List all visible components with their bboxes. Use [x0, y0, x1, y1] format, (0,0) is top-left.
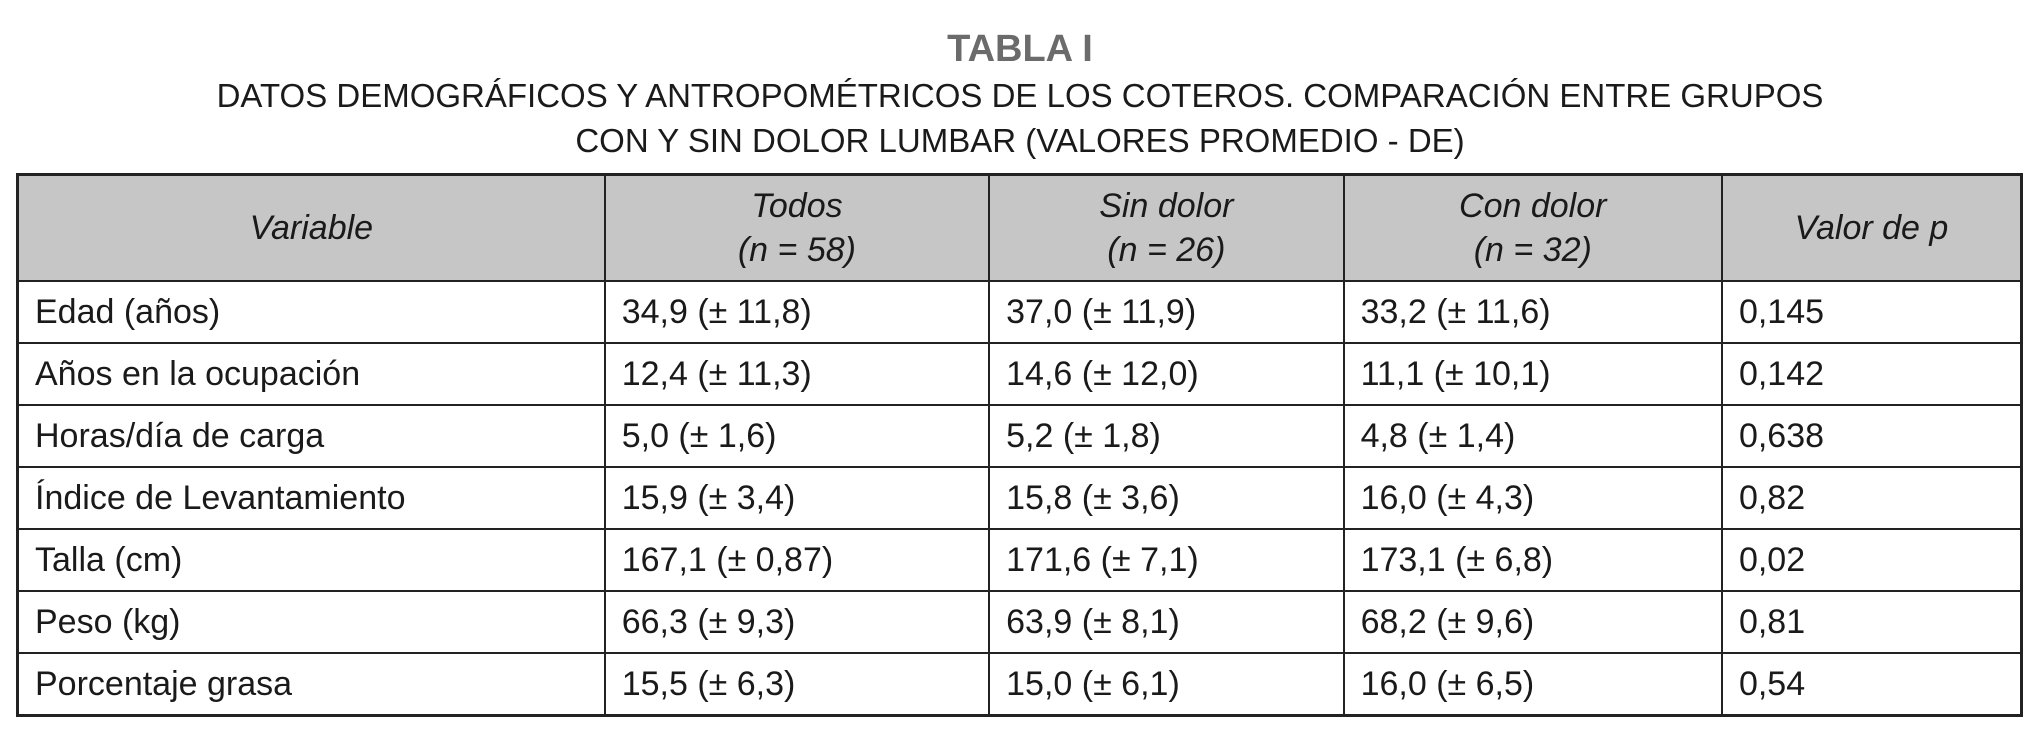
cell-sin-dolor: 63,9 (± 8,1) [988, 590, 1345, 654]
cell-valor-p: 0,81 [1720, 590, 2023, 654]
table-row: Talla (cm) 167,1 (± 0,87) 171,6 (± 7,1) 173… [16, 528, 2023, 592]
header-sin-dolor: Sin dolor (n = 26) [988, 173, 1345, 282]
cell-todos: 34,9 (± 11,8) [603, 280, 991, 344]
cell-valor-p: 0,54 [1720, 652, 2023, 717]
cell-con-dolor: 173,1 (± 6,8) [1342, 528, 1723, 592]
cell-sin-dolor: 37,0 (± 11,9) [988, 280, 1345, 344]
cell-valor-p: 0,142 [1720, 342, 2023, 406]
cell-variable: Edad (años) [16, 280, 606, 344]
header-row: Variable Todos (n = 58) Sin dolor (n = 26)… [16, 173, 2023, 282]
table-row: Porcentaje grasa 15,5 (± 6,3) 15,0 (± 6,1)… [16, 652, 2023, 717]
cell-valor-p: 0,82 [1720, 466, 2023, 530]
cell-valor-p: 0,02 [1720, 528, 2023, 592]
table-title: TABLA I [947, 28, 1093, 70]
cell-con-dolor: 16,0 (± 4,3) [1342, 466, 1723, 530]
header-label: Valor de p [1794, 209, 1949, 247]
header-n: (n = 58) [737, 231, 856, 269]
header-n: (n = 32) [1473, 231, 1592, 269]
cell-variable: Años en la ocupación [16, 342, 606, 406]
header-variable: Variable [16, 173, 606, 282]
cell-todos: 167,1 (± 0,87) [603, 528, 991, 592]
cell-todos: 15,5 (± 6,3) [603, 652, 991, 717]
cell-sin-dolor: 15,0 (± 6,1) [988, 652, 1345, 717]
header-todos: Todos (n = 58) [603, 173, 991, 282]
header-label: Con dolor [1459, 187, 1607, 225]
cell-todos: 66,3 (± 9,3) [603, 590, 991, 654]
table-row: Horas/día de carga 5,0 (± 1,6) 5,2 (± 1,8)… [16, 404, 2023, 468]
header-label: Variable [249, 209, 374, 247]
cell-con-dolor: 33,2 (± 11,6) [1342, 280, 1723, 344]
cell-valor-p: 0,145 [1720, 280, 2023, 344]
cell-todos: 15,9 (± 3,4) [603, 466, 991, 530]
header-label: Sin dolor [1099, 187, 1234, 225]
cell-sin-dolor: 14,6 (± 12,0) [988, 342, 1345, 406]
cell-variable: Porcentaje grasa [16, 652, 606, 717]
cell-con-dolor: 16,0 (± 6,5) [1342, 652, 1723, 717]
table-subtitle-line1: DATOS DEMOGRÁFICOS Y ANTROPOMÉTRICOS DE … [216, 77, 1824, 114]
cell-con-dolor: 4,8 (± 1,4) [1342, 404, 1723, 468]
cell-con-dolor: 68,2 (± 9,6) [1342, 590, 1723, 654]
table-row: Años en la ocupación 12,4 (± 11,3) 14,6 (±… [16, 342, 2023, 406]
cell-variable: Talla (cm) [16, 528, 606, 592]
header-con-dolor: Con dolor (n = 32) [1342, 173, 1723, 282]
cell-sin-dolor: 171,6 (± 7,1) [988, 528, 1345, 592]
cell-variable: Horas/día de carga [16, 404, 606, 468]
header-label: Todos [751, 187, 843, 225]
table-row: Peso (kg) 66,3 (± 9,3) 63,9 (± 8,1) 68,2 (±… [16, 590, 2023, 654]
cell-todos: 5,0 (± 1,6) [603, 404, 991, 468]
data-table: Variable Todos (n = 58) Sin dolor (n = 26)… [16, 173, 2023, 717]
cell-sin-dolor: 5,2 (± 1,8) [988, 404, 1345, 468]
cell-variable: Índice de Levantamiento [16, 466, 606, 530]
table-row: Índice de Levantamiento 15,9 (± 3,4) 15,8 … [16, 466, 2023, 530]
cell-valor-p: 0,638 [1720, 404, 2023, 468]
cell-todos: 12,4 (± 11,3) [603, 342, 991, 406]
table-subtitle-line2: CON Y SIN DOLOR LUMBAR (VALORES PROMEDIO… [575, 122, 1465, 159]
header-valor-p: Valor de p [1720, 173, 2023, 282]
cell-variable: Peso (kg) [16, 590, 606, 654]
cell-con-dolor: 11,1 (± 10,1) [1342, 342, 1723, 406]
header-n: (n = 26) [1107, 231, 1226, 269]
table-row: Edad (años) 34,9 (± 11,8) 37,0 (± 11,9) 33,… [16, 280, 2023, 344]
cell-sin-dolor: 15,8 (± 3,6) [988, 466, 1345, 530]
